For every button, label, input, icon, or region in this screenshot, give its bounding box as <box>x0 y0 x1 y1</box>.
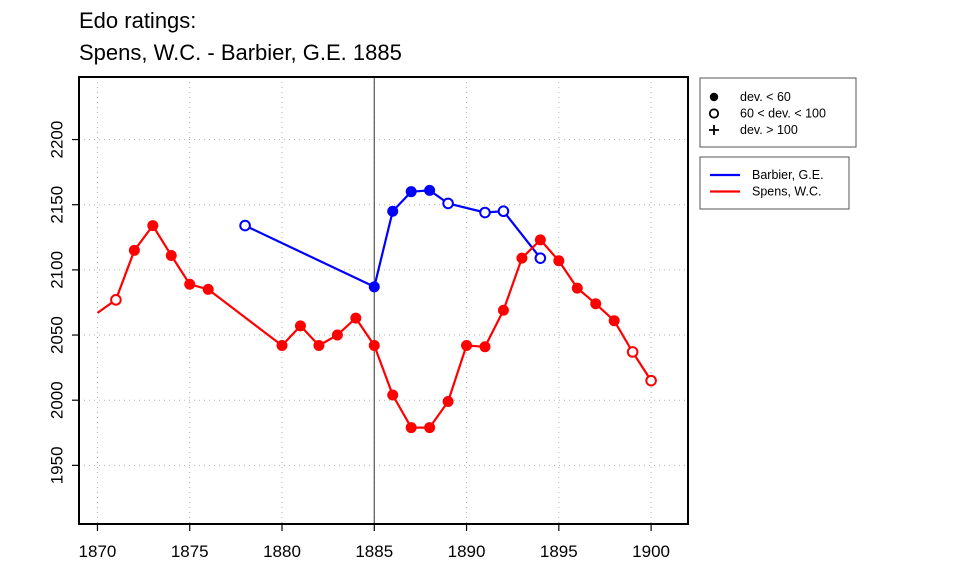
data-point <box>534 252 547 264</box>
y-tick-label: 2050 <box>48 316 67 354</box>
data-point <box>331 329 343 341</box>
data-point <box>442 197 454 210</box>
axis-layer: 1870 1875 1880 1885 1890 1895 1900 1950 2000 2050… <box>48 76 689 561</box>
data-point <box>350 312 362 324</box>
x-tick-label: 1880 <box>263 542 301 561</box>
series-legend-box <box>699 156 850 210</box>
data-point <box>497 304 509 316</box>
data-point <box>276 339 288 351</box>
legend-layer: dev. < 60 60 < dev. < 100 dev. > 100 Barbie… <box>699 77 857 210</box>
data-point <box>405 186 417 198</box>
data-point <box>626 346 639 358</box>
data-point <box>571 282 583 294</box>
y-tick-label: 2150 <box>48 186 67 224</box>
chart-title-line-2: Spens, W.C. - Barbier, G.E. 1885 <box>79 40 402 65</box>
y-tick-label: 2200 <box>48 121 67 159</box>
data-point <box>497 205 510 218</box>
data-point <box>128 244 140 256</box>
legend-series-label: Barbier, G.E. <box>752 168 824 182</box>
legend-series-label: Spens, W.C. <box>752 185 821 199</box>
legend-open-circle-icon <box>708 108 720 119</box>
data-point <box>239 219 251 232</box>
data-point <box>294 320 306 332</box>
plot-frame <box>78 76 689 525</box>
x-tick-label: 1875 <box>171 542 209 561</box>
data-point <box>147 220 159 232</box>
data-point <box>184 278 196 290</box>
legend-plus-icon <box>709 125 719 135</box>
x-tick-label: 1900 <box>632 542 670 561</box>
legend-filled-circle-icon <box>709 92 719 102</box>
data-point <box>553 255 565 267</box>
x-tick-label: 1890 <box>448 542 486 561</box>
data-point <box>479 206 491 219</box>
legend-deviation-label: 60 < dev. < 100 <box>740 107 826 121</box>
data-point <box>645 374 657 387</box>
data-point <box>516 252 528 264</box>
series-line-spens <box>96 224 653 429</box>
x-tick-label: 1885 <box>355 542 393 561</box>
deviation-legend-box <box>699 77 857 148</box>
data-point <box>424 184 436 196</box>
data-point <box>479 341 491 353</box>
data-point <box>165 250 177 262</box>
data-point <box>442 395 454 407</box>
data-point <box>387 389 399 401</box>
data-point <box>368 281 380 293</box>
y-tick-label: 2100 <box>48 251 67 289</box>
data-point <box>590 298 602 310</box>
data-point <box>110 294 122 306</box>
series-layer <box>96 184 657 434</box>
x-tick-label: 1870 <box>79 542 117 561</box>
y-tick-label: 1950 <box>48 446 67 484</box>
data-point <box>461 339 473 351</box>
x-tick-label: 1895 <box>540 542 578 561</box>
data-point <box>608 315 620 327</box>
data-point <box>387 205 399 217</box>
legend-deviation-label: dev. < 60 <box>740 90 791 104</box>
y-tick-label: 2000 <box>48 381 67 419</box>
data-point <box>534 234 546 246</box>
data-point <box>368 339 380 351</box>
data-point <box>202 283 214 295</box>
legend-deviation-label: dev. > 100 <box>740 123 798 137</box>
data-point <box>405 422 417 434</box>
data-point <box>424 422 436 434</box>
data-point <box>313 339 325 351</box>
chart-title-line-1: Edo ratings: <box>79 8 197 33</box>
